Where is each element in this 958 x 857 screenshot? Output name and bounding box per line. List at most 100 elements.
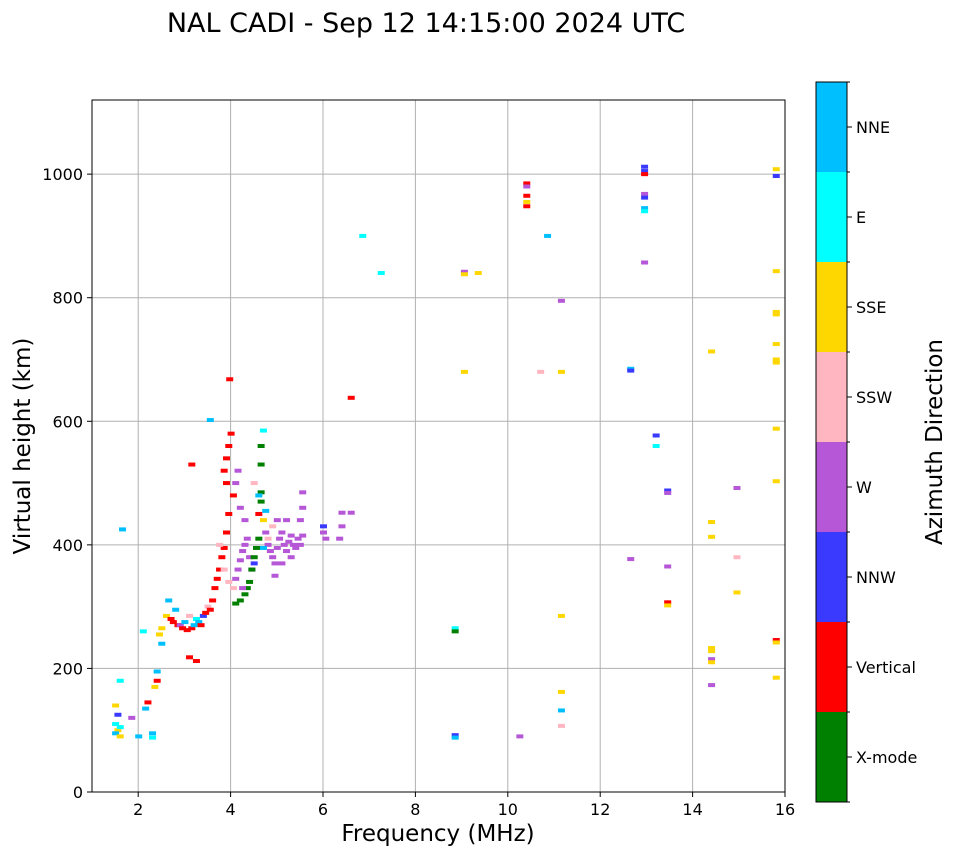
echo-point-3 [116, 734, 124, 739]
echo-point-9 [128, 715, 136, 720]
echo-point-125 [239, 586, 247, 591]
echo-point-113 [264, 536, 272, 541]
echo-point-16 [153, 678, 161, 683]
colorbar-label-vertical: Vertical [856, 658, 916, 677]
echo-point-46 [218, 555, 226, 560]
echo-point-95 [273, 545, 281, 550]
echo-point-50 [220, 468, 228, 473]
echo-point-84 [257, 462, 265, 467]
echo-point-152 [557, 298, 565, 303]
echo-point-43 [211, 586, 219, 591]
colorbar-swatch-nnw [816, 532, 847, 622]
echo-point-83 [257, 499, 265, 504]
echo-point-49 [225, 511, 233, 516]
echo-point-30 [181, 620, 189, 625]
echo-point-47 [220, 545, 228, 550]
echo-point-151 [537, 369, 545, 374]
echo-point-164 [641, 191, 649, 196]
echo-point-41 [206, 607, 214, 612]
echo-point-174 [664, 600, 672, 605]
echo-point-36 [195, 620, 203, 625]
x-tick-label-14: 14 [682, 800, 702, 819]
echo-point-18 [155, 632, 163, 637]
echo-point-40 [204, 604, 212, 609]
echo-point-86 [257, 490, 265, 495]
echo-point-62 [220, 567, 228, 572]
echo-point-127 [322, 536, 330, 541]
echo-point-172 [664, 490, 672, 495]
echo-point-73 [250, 561, 258, 566]
echo-point-10 [135, 734, 143, 739]
echo-point-8 [116, 678, 124, 683]
x-tick-label-12: 12 [590, 800, 610, 819]
colorbar-swatch-x-mode [816, 712, 847, 802]
echo-point-75 [255, 536, 263, 541]
echo-point-59 [222, 481, 230, 486]
echo-point-25 [169, 620, 177, 625]
echo-point-2 [112, 731, 120, 736]
echo-point-29 [179, 626, 187, 631]
echo-point-17 [153, 669, 161, 674]
echo-point-37 [197, 623, 205, 628]
echo-point-149 [523, 204, 531, 209]
echo-point-97 [278, 530, 286, 535]
echo-point-178 [708, 534, 716, 539]
echo-point-0 [112, 722, 120, 727]
x-axis-label: Frequency (MHz) [341, 821, 534, 847]
echo-point-42 [209, 598, 217, 603]
x-tick-label-6: 6 [318, 800, 328, 819]
echo-point-167 [641, 209, 649, 214]
echo-point-126 [320, 530, 327, 535]
y-tick-label-400: 400 [52, 536, 83, 555]
echo-point-98 [280, 542, 288, 547]
echo-point-60 [229, 493, 237, 498]
echo-point-52 [225, 444, 233, 448]
x-tick-label-10: 10 [498, 800, 518, 819]
echo-point-137 [451, 629, 459, 634]
y-axis-label: Virtual height (km) [10, 338, 36, 555]
echo-point-14 [149, 735, 157, 740]
echo-point-70 [243, 536, 251, 541]
echo-point-20 [139, 629, 147, 634]
echo-point-54 [226, 377, 234, 382]
echo-point-13 [149, 731, 157, 736]
echo-point-58 [192, 659, 200, 664]
echo-point-182 [708, 660, 716, 665]
echo-point-147 [523, 193, 531, 198]
echo-point-136 [451, 626, 459, 631]
echo-point-63 [225, 579, 233, 584]
echo-point-190 [772, 309, 780, 314]
echo-point-89 [255, 511, 263, 516]
echo-point-7 [119, 527, 127, 532]
colorbar-frame [815, 81, 848, 803]
y-tick-label-800: 800 [52, 289, 83, 308]
echo-points [112, 164, 780, 740]
echo-point-188 [772, 173, 780, 178]
echo-point-160 [627, 557, 635, 562]
echo-point-23 [165, 598, 173, 603]
echo-point-78 [246, 579, 254, 584]
echo-point-165 [641, 195, 649, 200]
echo-point-192 [772, 342, 780, 347]
echo-point-112 [269, 524, 277, 529]
echo-point-67 [236, 558, 244, 563]
echo-point-35 [192, 617, 200, 621]
echo-point-131 [338, 510, 346, 515]
echo-point-91 [264, 542, 272, 547]
echo-point-22 [162, 613, 170, 618]
echo-point-81 [236, 598, 244, 603]
echo-point-28 [176, 623, 184, 628]
echo-point-193 [772, 357, 780, 362]
echo-point-161 [641, 164, 649, 169]
echo-point-110 [283, 518, 291, 523]
echo-point-85 [257, 444, 265, 448]
echo-point-53 [227, 431, 235, 436]
colorbar-label-ssw: SSW [856, 388, 892, 407]
colorbar-label-nnw: NNW [856, 568, 896, 587]
echo-point-128 [320, 524, 327, 529]
echo-point-33 [188, 626, 196, 631]
echo-point-6 [116, 725, 124, 730]
echo-point-64 [229, 586, 237, 591]
colorbar-swatch-vertical [816, 622, 847, 712]
x-tick-label-4: 4 [226, 800, 236, 819]
